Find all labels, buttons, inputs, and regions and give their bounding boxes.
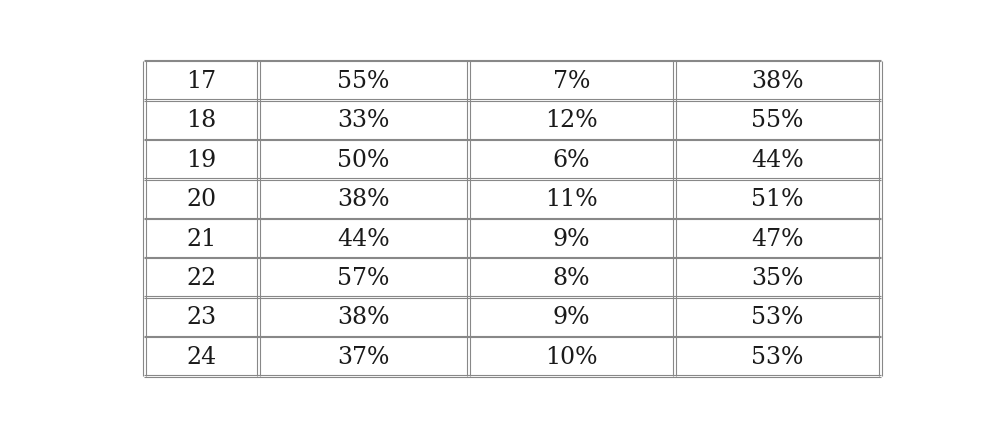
Text: 35%: 35% bbox=[751, 266, 804, 289]
Text: 44%: 44% bbox=[751, 148, 804, 171]
Text: 38%: 38% bbox=[337, 306, 390, 329]
Text: 11%: 11% bbox=[545, 187, 598, 211]
Text: 18: 18 bbox=[186, 109, 217, 132]
Text: 7%: 7% bbox=[553, 70, 590, 93]
Text: 21: 21 bbox=[186, 227, 217, 250]
Text: 10%: 10% bbox=[545, 345, 598, 368]
Text: 22: 22 bbox=[186, 266, 217, 289]
Text: 57%: 57% bbox=[337, 266, 390, 289]
Text: 9%: 9% bbox=[553, 306, 590, 329]
Text: 19: 19 bbox=[186, 148, 217, 171]
Text: 50%: 50% bbox=[337, 148, 390, 171]
Text: 53%: 53% bbox=[751, 345, 804, 368]
Text: 44%: 44% bbox=[337, 227, 390, 250]
Text: 53%: 53% bbox=[751, 306, 804, 329]
Text: 6%: 6% bbox=[553, 148, 590, 171]
Text: 55%: 55% bbox=[751, 109, 804, 132]
Text: 38%: 38% bbox=[337, 187, 390, 211]
Text: 37%: 37% bbox=[337, 345, 390, 368]
Text: 17: 17 bbox=[186, 70, 216, 93]
Text: 38%: 38% bbox=[751, 70, 804, 93]
Text: 9%: 9% bbox=[553, 227, 590, 250]
Text: 12%: 12% bbox=[545, 109, 598, 132]
Text: 33%: 33% bbox=[337, 109, 390, 132]
Text: 20: 20 bbox=[186, 187, 216, 211]
Text: 24: 24 bbox=[186, 345, 217, 368]
Text: 8%: 8% bbox=[553, 266, 590, 289]
Text: 47%: 47% bbox=[751, 227, 804, 250]
Text: 55%: 55% bbox=[337, 70, 390, 93]
Text: 51%: 51% bbox=[751, 187, 804, 211]
Text: 23: 23 bbox=[186, 306, 216, 329]
